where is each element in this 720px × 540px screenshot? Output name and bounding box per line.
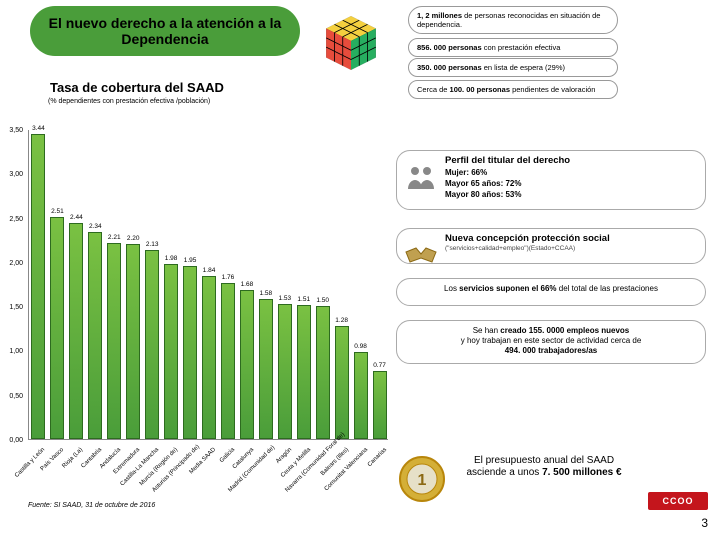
box-subtitle: ("servicios+calidad+empleo")(Estado+CCAA… bbox=[445, 245, 695, 253]
stat-callout: 350. 000 personas en lista de espera (29… bbox=[408, 58, 618, 77]
box-title: Perfil del titular del derecho bbox=[445, 155, 695, 167]
y-tick: 0,50 bbox=[1, 393, 23, 400]
y-tick: 1,00 bbox=[1, 348, 23, 355]
bar-value: 1.28 bbox=[332, 317, 352, 324]
bar bbox=[373, 371, 387, 439]
y-tick: 2,00 bbox=[1, 260, 23, 267]
bar bbox=[126, 244, 140, 439]
box-text: Los servicios suponen el 66% del total d… bbox=[407, 284, 695, 294]
bar-value: 2.34 bbox=[85, 223, 105, 230]
page-number: 3 bbox=[701, 516, 708, 530]
page-title: El nuevo derecho a la atención a la Depe… bbox=[30, 6, 300, 56]
bar-value: 1.98 bbox=[161, 255, 181, 262]
y-tick: 0,00 bbox=[1, 437, 23, 444]
bar bbox=[259, 299, 273, 439]
bar-value: 1.50 bbox=[313, 297, 333, 304]
bar bbox=[69, 223, 83, 439]
handshake-icon bbox=[401, 235, 441, 277]
bar-value: 1.58 bbox=[256, 290, 276, 297]
y-tick: 3,00 bbox=[1, 171, 23, 178]
stat-callout: 856. 000 personas con prestación efectiv… bbox=[408, 38, 618, 57]
bar bbox=[31, 134, 45, 439]
bar-value: 1.68 bbox=[237, 281, 257, 288]
box-text: Se han creado 155. 0000 empleos nuevosy … bbox=[407, 326, 695, 356]
budget-text: El presupuesto anual del SAAD asciende a… bbox=[454, 455, 634, 478]
bar bbox=[240, 290, 254, 439]
bar bbox=[164, 264, 178, 439]
y-tick: 3,50 bbox=[1, 127, 23, 134]
svg-text:1: 1 bbox=[418, 472, 427, 489]
y-tick: 1,50 bbox=[1, 304, 23, 311]
box-line: Mayor 65 años: 72% bbox=[445, 179, 695, 189]
chart-grid: 3.442.512.442.342.212.202.131.981.951.84… bbox=[28, 130, 388, 440]
y-axis: 0,000,501,001,502,002,503,003,50 bbox=[0, 130, 25, 440]
bar-value: 1.84 bbox=[199, 267, 219, 274]
stat-callout: Cerca de 100. 00 personas pendientes de … bbox=[408, 80, 618, 99]
bar-value: 0.98 bbox=[351, 343, 371, 350]
bar bbox=[183, 266, 197, 439]
bar bbox=[354, 352, 368, 439]
bar bbox=[107, 243, 121, 439]
bar bbox=[297, 305, 311, 439]
bar bbox=[50, 217, 64, 439]
bar bbox=[202, 276, 216, 439]
users-icon bbox=[401, 157, 441, 199]
bar bbox=[316, 306, 330, 439]
box-line: Mujer: 66% bbox=[445, 168, 695, 178]
bar bbox=[335, 326, 349, 439]
stat-callout: 1, 2 millones de personas reconocidas en… bbox=[408, 6, 618, 34]
info-box: Se han creado 155. 0000 empleos nuevosy … bbox=[396, 320, 706, 364]
ccoo-logo: CCOO bbox=[648, 492, 708, 510]
chart-title: Tasa de cobertura del SAAD bbox=[50, 80, 224, 95]
bar bbox=[145, 250, 159, 439]
bar bbox=[221, 283, 235, 439]
bar-value: 1.95 bbox=[180, 257, 200, 264]
box-line: Mayor 80 años: 53% bbox=[445, 190, 695, 200]
euro-coin-icon: 1 bbox=[398, 455, 446, 503]
bar-value: 3.44 bbox=[28, 125, 48, 132]
y-tick: 2,50 bbox=[1, 216, 23, 223]
info-box: Nueva concepción protección social("serv… bbox=[396, 228, 706, 264]
title-text: El nuevo derecho a la atención a la Depe… bbox=[38, 15, 292, 47]
bar-value: 2.44 bbox=[66, 214, 86, 221]
bar-value: 2.21 bbox=[104, 234, 124, 241]
chart-subtitle: (% dependientes con prestación efectiva … bbox=[48, 98, 210, 105]
chart-source: Fuente: SI SAAD, 31 de octubre de 2016 bbox=[28, 502, 155, 509]
bar-value: 1.51 bbox=[294, 296, 314, 303]
bar-value: 2.20 bbox=[123, 235, 143, 242]
bar bbox=[88, 232, 102, 439]
bar-value: 0.77 bbox=[370, 362, 390, 369]
bar-value: 1.76 bbox=[218, 274, 238, 281]
rubiks-cube-icon bbox=[320, 12, 382, 74]
bar bbox=[278, 304, 292, 440]
bar-value: 2.13 bbox=[142, 241, 162, 248]
bar-value: 1.53 bbox=[275, 295, 295, 302]
info-box: Perfil del titular del derechoMujer: 66%… bbox=[396, 150, 706, 210]
box-title: Nueva concepción protección social bbox=[445, 233, 695, 245]
info-box: Los servicios suponen el 66% del total d… bbox=[396, 278, 706, 306]
bar-value: 2.51 bbox=[47, 208, 67, 215]
